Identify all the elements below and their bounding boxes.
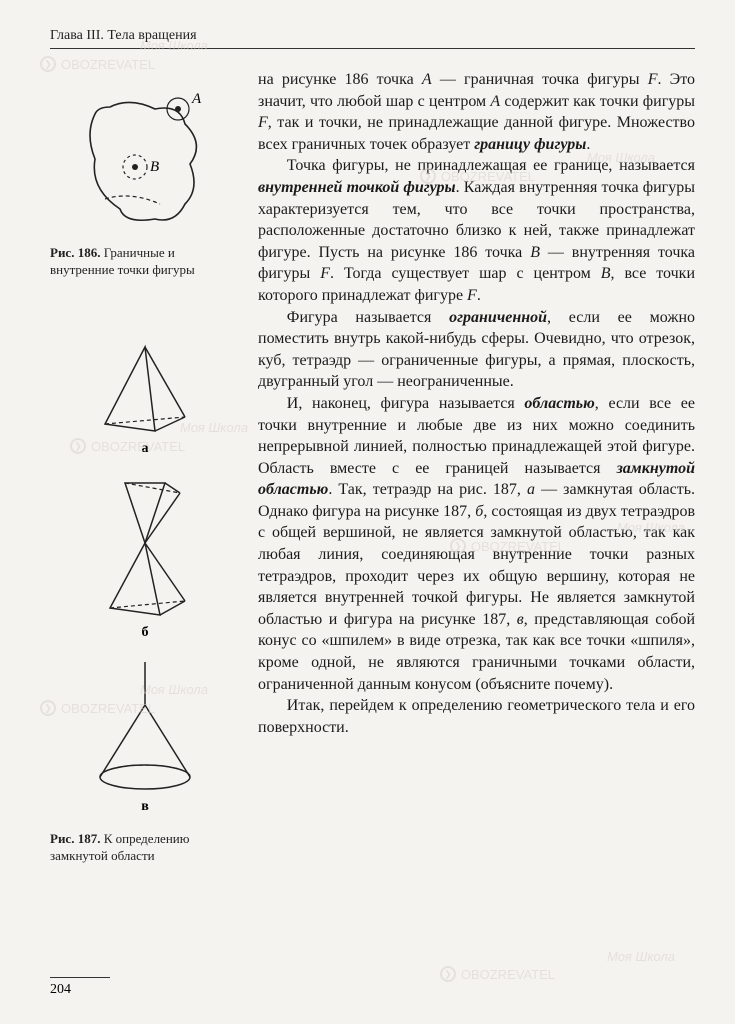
paragraph-4: И, наконец, фигура называется областью , … (258, 393, 695, 695)
p4-term: областью (524, 395, 594, 412)
p5-text: Итак, перейдем к определению геометричес… (258, 697, 695, 736)
paragraph-5: Итак, перейдем к определению геометричес… (258, 695, 695, 738)
p2-text6: . (477, 287, 481, 304)
p2-term: внутренней точкой фигуры (258, 179, 456, 196)
chapter-header: Глава III. Тела вращения (50, 28, 695, 49)
page-number: 204 (50, 977, 110, 998)
content-area: A B Рис. 186. Граничные и внутренние точ… (50, 69, 695, 865)
body-text: на рисунке 186 точка A — граничная точка… (258, 69, 695, 865)
figure-187v-label: в (50, 799, 240, 815)
figure-187b-svg (85, 473, 205, 623)
p1-term: границу фигуры (474, 136, 586, 153)
figure-187-caption: Рис. 187. К определению замкнутой област… (50, 831, 240, 865)
p2-B: B (530, 244, 540, 261)
p4-text: И, наконец, фигура называется (287, 395, 525, 412)
p1-text4: содержит как точки фигуры (500, 93, 695, 110)
watermark-text: Моя Школа (607, 949, 675, 964)
p2-text: Точка фигуры, не принадлежащая ее границ… (287, 157, 695, 174)
figures-column: A B Рис. 186. Граничные и внутренние точ… (50, 69, 240, 865)
p2-F2: F (467, 287, 477, 304)
fig186-label-b: B (150, 159, 159, 175)
p4-v: в (517, 611, 524, 628)
figure-186-caption: Рис. 186. Граничные и внутренние точки ф… (50, 245, 240, 279)
figure-187v-svg (80, 657, 210, 797)
p2-B2: B (601, 265, 611, 282)
page: Глава III. Тела вращения A B (0, 0, 735, 1024)
p2-text4: . Тогда существует шар с центром (330, 265, 601, 282)
p1-A: A (422, 71, 432, 88)
figure-187v: в (50, 657, 240, 815)
p4-text5: , состоящая из двух тетраэдров с общей в… (258, 503, 695, 628)
watermark-text: OBOZREVATEL (461, 967, 555, 982)
p2-F: F (320, 265, 330, 282)
figure-187a-svg (85, 339, 205, 439)
p1-A2: A (490, 93, 500, 110)
paragraph-2: Точка фигуры, не принадлежащая ее границ… (258, 155, 695, 306)
p4-text3: . Так, тетраэдр на рис. 187, (328, 481, 527, 498)
p3-term: ограниченной (449, 309, 547, 326)
p1-text: на рисунке 186 точка (258, 71, 422, 88)
watermark: ❯ OBOZREVATEL (440, 966, 555, 982)
figure-187-caption-bold: Рис. 187. (50, 831, 100, 846)
figure-187a: а (50, 339, 240, 457)
figure-186-caption-bold: Рис. 186. (50, 245, 100, 260)
watermark: Моя Школа (607, 949, 675, 964)
figure-187b: б (50, 473, 240, 641)
figure-187a-label: а (50, 441, 240, 457)
figure-187b-label: б (50, 625, 240, 641)
p1-text2: — граничная точка фигуры (432, 71, 648, 88)
figure-186: A B Рис. 186. Граничные и внутренние точ… (50, 79, 240, 279)
paragraph-1: на рисунке 186 точка A — граничная точка… (258, 69, 695, 155)
paragraph-3: Фигура называется ограниченной, если ее … (258, 307, 695, 393)
figure-186-svg: A B (70, 79, 220, 239)
p4-a: а (527, 481, 535, 498)
p1-F2: F (258, 114, 268, 131)
p3-text: Фигура называется (287, 309, 449, 326)
fig186-label-a: A (191, 91, 202, 107)
watermark-icon: ❯ (440, 966, 456, 982)
p1-text6: . (586, 136, 590, 153)
